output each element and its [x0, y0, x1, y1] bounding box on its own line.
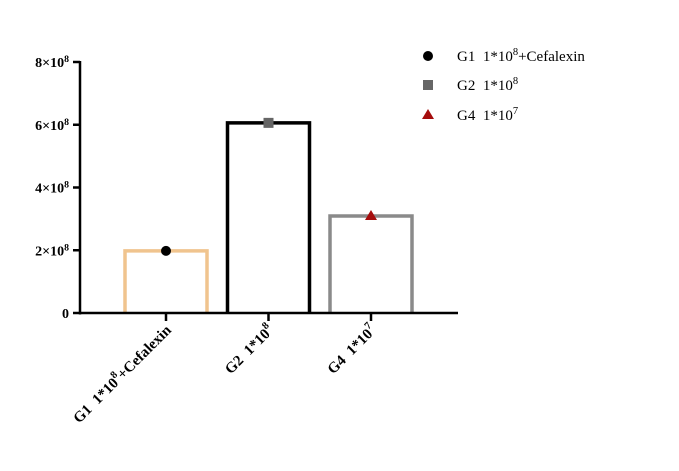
legend-triangle-icon	[422, 109, 434, 119]
legend-square-icon	[423, 80, 433, 90]
legend-label: G2 1*108	[457, 76, 518, 94]
legend-item: G1 1*108+Cefalexin	[423, 47, 585, 65]
x-tick-label: G4 1*107	[323, 320, 380, 377]
y-tick-label: 4×108	[35, 180, 69, 197]
bar-1	[123, 249, 209, 313]
bar-2	[225, 121, 312, 313]
data-point-square	[263, 117, 274, 128]
legend-label: G1 1*108+Cefalexin	[457, 47, 585, 65]
bar-3	[328, 214, 414, 313]
x-tick-label: G2 1*108	[220, 320, 277, 377]
legend-item: G2 1*108	[423, 76, 518, 94]
data-point-circle	[161, 245, 171, 256]
x-tick-label: G1 1*108+Cefalexin	[69, 320, 176, 427]
y-tick-label: 8×108	[35, 54, 69, 71]
legend-item: G4 1*107	[422, 106, 518, 124]
y-tick-label: 6×108	[35, 117, 69, 134]
legend-label: G4 1*107	[457, 106, 518, 124]
legend-circle-icon	[423, 51, 433, 61]
data-point-triangle	[365, 210, 377, 221]
y-tick-label: 0	[62, 307, 69, 322]
y-tick-label: 2×108	[35, 242, 69, 259]
